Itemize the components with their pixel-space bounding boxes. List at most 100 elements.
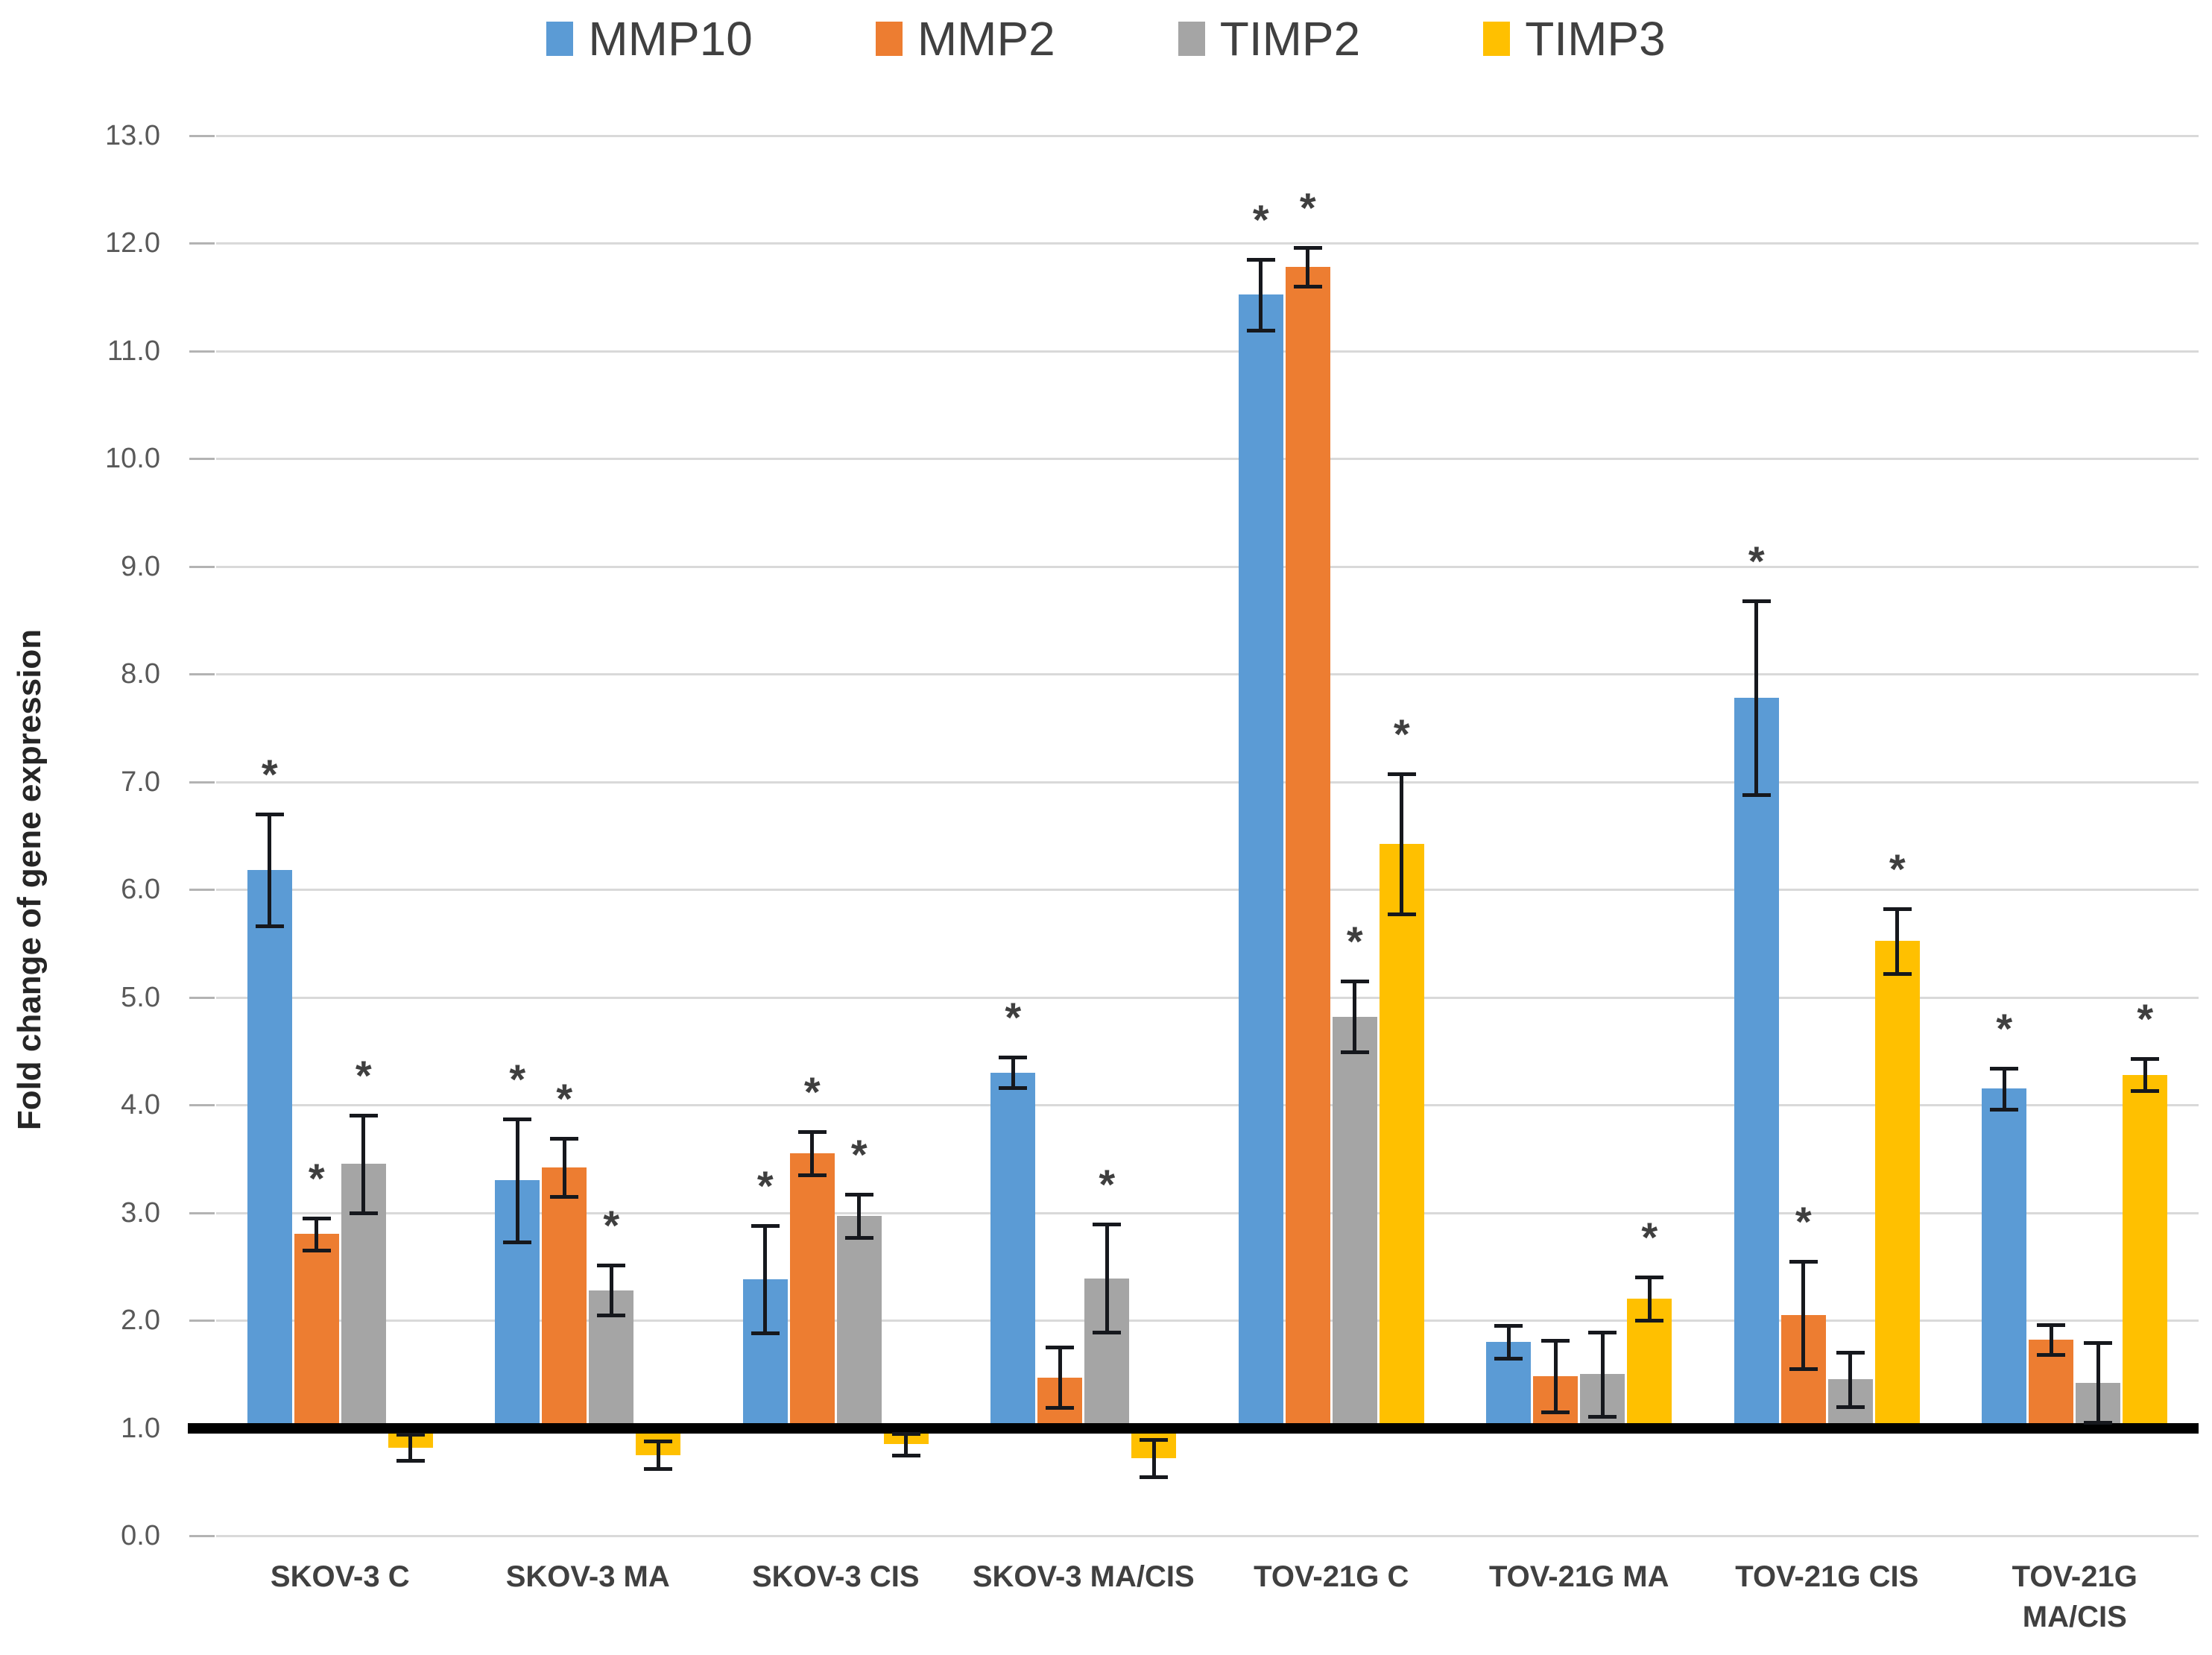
gridline xyxy=(216,1211,2199,1214)
gridline xyxy=(216,458,2199,460)
error-bar xyxy=(1895,909,1900,974)
error-bar-cap-top xyxy=(750,1223,780,1228)
bar xyxy=(1379,844,1424,1428)
y-axis-tick xyxy=(189,134,215,137)
error-bar-cap-top xyxy=(2037,1323,2066,1327)
legend-label: TIMP2 xyxy=(1219,12,1361,66)
error-bar-cap-bottom xyxy=(1093,1330,1122,1334)
bar xyxy=(990,1072,1036,1428)
bar xyxy=(247,869,292,1428)
error-bar-cap-bottom xyxy=(255,924,284,929)
significance-asterisk: * xyxy=(1393,710,1410,758)
significance-asterisk: * xyxy=(1005,994,1022,1041)
significance-asterisk: * xyxy=(1299,183,1316,231)
x-axis-category-label: TOV-21G CIS xyxy=(1703,1557,1951,1597)
error-bar-cap-top xyxy=(597,1264,626,1268)
x-axis-category-text: TOV-21G MA xyxy=(1488,1560,1669,1593)
bar xyxy=(789,1153,835,1428)
error-bar-cap-top xyxy=(644,1439,673,1443)
error-bar-cap-top xyxy=(1093,1223,1122,1227)
error-bar xyxy=(268,813,272,927)
y-axis-tick xyxy=(189,1104,215,1106)
error-bar-cap-bottom xyxy=(550,1194,579,1199)
error-bar xyxy=(1400,774,1404,915)
error-bar-cap-top xyxy=(1635,1276,1664,1280)
error-bar-cap-bottom xyxy=(644,1467,673,1472)
error-bar-cap-bottom xyxy=(349,1211,378,1215)
error-bar-cap-bottom xyxy=(1990,1107,2019,1112)
x-axis-category-text: SKOV-3 MA xyxy=(505,1560,670,1593)
legend-item: TIMP2 xyxy=(1178,15,1360,63)
y-axis-tick-label: 13.0 xyxy=(105,119,160,151)
error-bar-cap-bottom xyxy=(1387,912,1416,917)
error-bar-cap-top xyxy=(396,1433,425,1437)
legend-swatch xyxy=(875,22,903,56)
y-axis-tick-label: 4.0 xyxy=(121,1089,160,1120)
gridline xyxy=(216,781,2199,784)
error-bar-cap-top xyxy=(2084,1341,2113,1346)
error-bar xyxy=(1259,259,1263,331)
error-bar xyxy=(1506,1325,1511,1358)
error-bar-cap-top xyxy=(550,1136,579,1141)
significance-asterisk: * xyxy=(308,1154,325,1202)
y-axis-tick-label: 8.0 xyxy=(121,658,160,690)
significance-asterisk: * xyxy=(756,1161,774,1209)
bar xyxy=(1734,697,1779,1428)
error-bar xyxy=(1754,600,1759,795)
significance-asterisk: * xyxy=(1795,1197,1812,1245)
error-bar-cap-bottom xyxy=(1541,1410,1570,1414)
error-bar-cap-bottom xyxy=(396,1458,425,1463)
error-bar xyxy=(1647,1277,1652,1320)
error-bar-cap-bottom xyxy=(2131,1089,2160,1094)
error-bar xyxy=(1801,1261,1806,1369)
legend-swatch xyxy=(1483,22,1511,56)
significance-asterisk: * xyxy=(803,1068,821,1116)
y-axis-tick xyxy=(189,996,215,999)
legend-label: TIMP3 xyxy=(1525,12,1666,66)
y-axis-tick-label: 9.0 xyxy=(121,550,160,582)
y-axis-tick-label: 12.0 xyxy=(105,227,160,259)
error-bar-cap-bottom xyxy=(302,1249,331,1253)
bar xyxy=(2123,1074,2168,1428)
y-axis-tick xyxy=(189,1320,215,1322)
error-bar-cap-bottom xyxy=(750,1331,780,1336)
baseline-rule xyxy=(188,1422,2199,1434)
gridline xyxy=(216,134,2199,137)
error-bar-cap-top xyxy=(255,812,284,816)
error-bar xyxy=(515,1118,519,1242)
x-axis-category-text: TOV-21G MA/CIS xyxy=(2012,1560,2137,1633)
significance-asterisk: * xyxy=(1996,1004,2013,1052)
gridline xyxy=(216,1320,2199,1322)
x-axis-category-label: SKOV-3 CIS xyxy=(712,1557,960,1597)
error-bar-cap-bottom xyxy=(2037,1353,2066,1358)
error-bar-cap-bottom xyxy=(1494,1356,1523,1361)
y-axis-tick-label: 2.0 xyxy=(121,1305,160,1336)
significance-asterisk: * xyxy=(509,1055,526,1103)
y-axis-tick xyxy=(189,1535,215,1537)
legend-item: MMP10 xyxy=(546,15,753,63)
bar xyxy=(1238,294,1283,1428)
error-bar xyxy=(857,1194,862,1238)
gridline xyxy=(216,350,2199,353)
error-bar-cap-bottom xyxy=(999,1085,1028,1090)
error-bar-cap-top xyxy=(1046,1346,1075,1350)
error-bar xyxy=(315,1217,319,1251)
error-bar xyxy=(810,1132,815,1175)
error-bar-cap-top xyxy=(1140,1438,1169,1443)
y-axis-tick xyxy=(189,673,215,675)
legend-item: MMP2 xyxy=(875,15,1055,63)
error-bar xyxy=(361,1115,366,1213)
gridline xyxy=(216,996,2199,999)
y-axis-tick-label: 10.0 xyxy=(105,443,160,474)
significance-asterisk: * xyxy=(556,1074,573,1122)
error-bar-cap-top xyxy=(1246,257,1275,262)
error-bar-cap-top xyxy=(1836,1351,1865,1355)
error-bar-cap-bottom xyxy=(1883,971,1912,976)
error-bar xyxy=(1553,1340,1558,1412)
significance-asterisk: * xyxy=(1641,1214,1658,1261)
error-bar xyxy=(1353,980,1357,1053)
error-bar-cap-bottom xyxy=(1588,1414,1617,1419)
gridline xyxy=(216,1535,2199,1537)
